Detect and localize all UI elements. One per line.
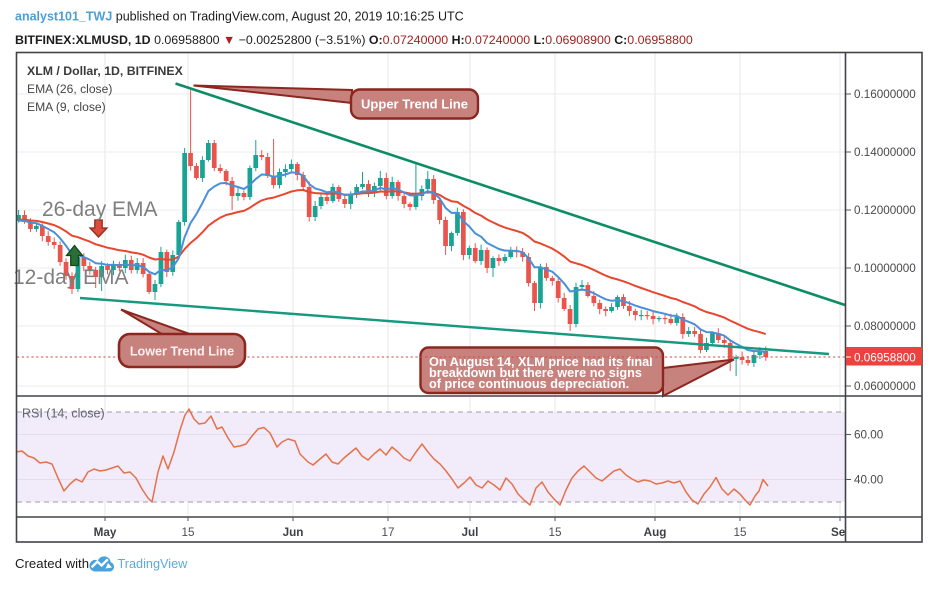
svg-text:breakdown but there were no si: breakdown but there were no signs	[429, 366, 642, 380]
svg-text:Jun: Jun	[283, 526, 304, 539]
svg-text:of price continuous depreciati: of price continuous depreciation.	[429, 377, 629, 391]
svg-text:26-day EMA: 26-day EMA	[42, 198, 158, 221]
svg-text:15: 15	[733, 526, 747, 539]
svg-text:RSI (14, close): RSI (14, close)	[22, 407, 105, 421]
svg-text:XLM / Dollar, 1D, BITFINEX: XLM / Dollar, 1D, BITFINEX	[27, 64, 184, 78]
svg-text:EMA (9, close): EMA (9, close)	[27, 100, 106, 114]
svg-text:TradingView: TradingView	[118, 557, 189, 571]
svg-text:15: 15	[548, 526, 562, 539]
svg-text:0.06958800: 0.06958800	[854, 352, 916, 365]
svg-text:Jul: Jul	[462, 526, 479, 539]
svg-text:Lower Trend Line: Lower Trend Line	[130, 345, 234, 359]
svg-text:analyst101_TWJ published on Tr: analyst101_TWJ published on TradingView.…	[15, 10, 464, 24]
svg-text:12-day EMA: 12-day EMA	[13, 266, 129, 289]
svg-text:17: 17	[381, 526, 394, 539]
svg-text:Aug: Aug	[644, 526, 667, 539]
svg-text:0.08000000: 0.08000000	[854, 320, 916, 333]
svg-text:May: May	[94, 526, 117, 539]
svg-text:15: 15	[181, 526, 195, 539]
svg-text:Se: Se	[831, 526, 846, 539]
svg-text:Created with: Created with	[15, 556, 89, 571]
svg-text:0.14000000: 0.14000000	[854, 146, 916, 159]
svg-text:0.06000000: 0.06000000	[854, 380, 916, 393]
svg-text:BITFINEX:XLMUSD, 1D 0.0695880: BITFINEX:XLMUSD, 1D 0.06958800 ▼ −0.0025…	[15, 33, 693, 47]
svg-text:0.10000000: 0.10000000	[854, 262, 916, 275]
svg-text:EMA (26, close): EMA (26, close)	[27, 82, 112, 96]
svg-text:Upper Trend Line: Upper Trend Line	[361, 97, 468, 112]
svg-text:0.16000000: 0.16000000	[854, 88, 916, 101]
svg-text:0.12000000: 0.12000000	[854, 204, 916, 217]
svg-text:60.00: 60.00	[854, 429, 884, 442]
svg-text:40.00: 40.00	[854, 474, 884, 487]
svg-text:On August 14, XLM price had it: On August 14, XLM price had its final	[429, 355, 653, 369]
